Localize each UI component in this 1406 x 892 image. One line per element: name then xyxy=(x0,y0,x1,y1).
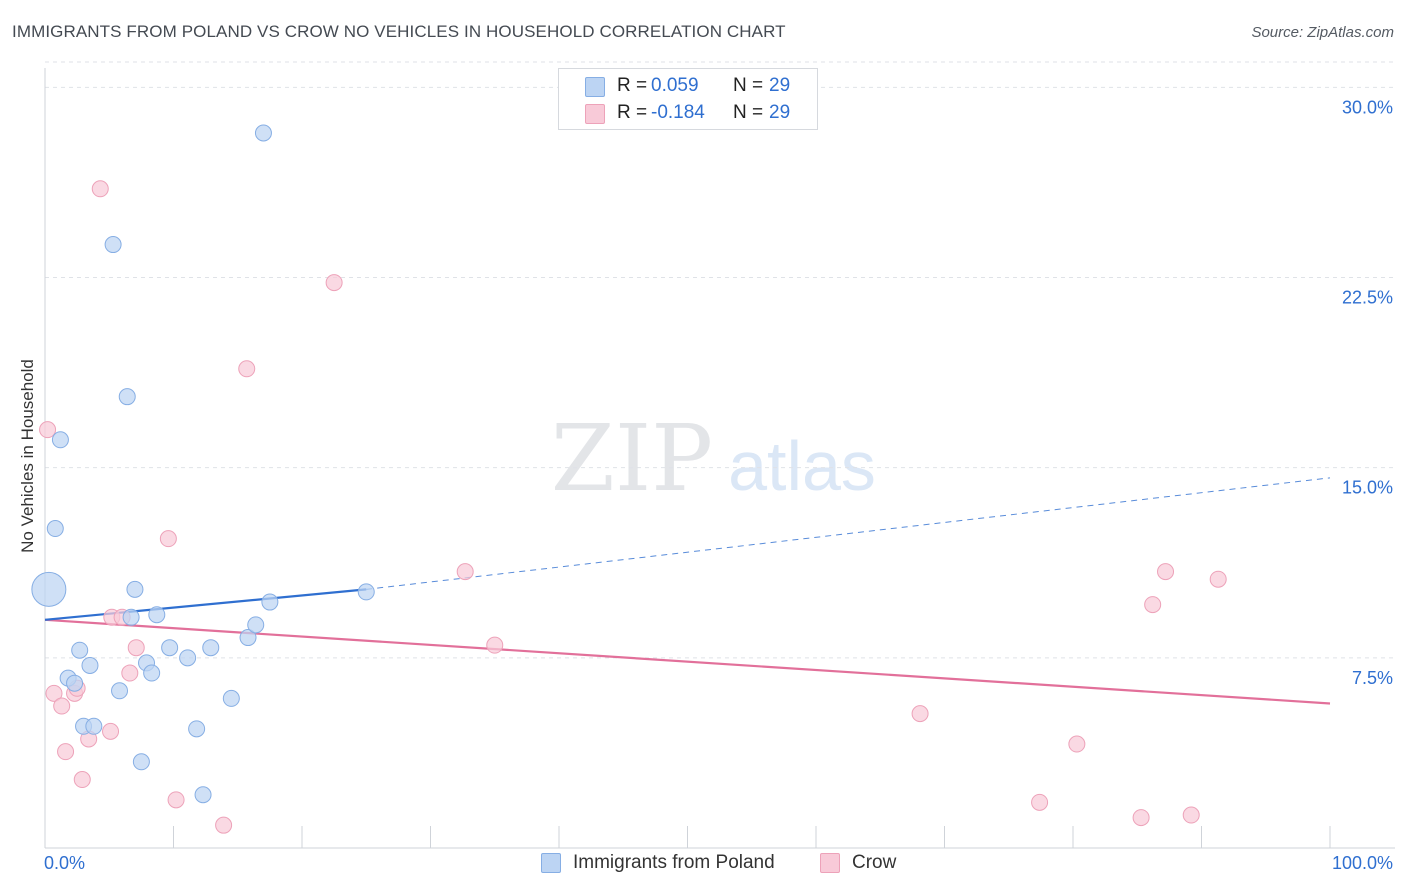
point-series1 xyxy=(179,649,197,667)
point-series1 xyxy=(122,608,140,626)
point-series2 xyxy=(1209,570,1227,588)
trend-lines xyxy=(44,477,1331,705)
point-series2 xyxy=(911,705,929,723)
legend-r-value: 0.059 xyxy=(651,75,699,96)
point-series1 xyxy=(143,664,161,682)
point-series1 xyxy=(254,124,272,142)
point-series2 xyxy=(486,636,504,654)
point-series2 xyxy=(1132,809,1150,827)
point-series2 xyxy=(121,664,139,682)
point-series1 xyxy=(46,520,64,538)
point-series1 xyxy=(71,641,89,659)
point-series1 xyxy=(81,656,99,674)
y-tick-label: 15.0% xyxy=(1342,478,1393,498)
point-series2 xyxy=(57,743,75,761)
point-series1 xyxy=(31,571,67,607)
point-series1 xyxy=(222,689,240,707)
point-series2 xyxy=(1157,563,1175,581)
chart-title: IMMIGRANTS FROM POLAND VS CROW NO VEHICL… xyxy=(12,22,786,41)
axes xyxy=(44,68,1395,849)
point-series1 xyxy=(239,629,257,647)
legend-n-value: 29 xyxy=(769,75,791,96)
point-series1 xyxy=(261,593,279,611)
point-series2 xyxy=(39,421,57,439)
point-series2 xyxy=(91,180,109,198)
point-series1 xyxy=(161,639,179,657)
legend-n-label: N = xyxy=(733,102,764,123)
y-tick-label: 30.0% xyxy=(1342,97,1393,117)
point-series2 xyxy=(73,771,91,789)
x-tick-label: 0.0% xyxy=(44,853,85,873)
point-series1 xyxy=(118,388,136,406)
point-series2 xyxy=(45,684,63,702)
data-points xyxy=(31,124,1227,834)
legend-swatch-blue xyxy=(585,77,605,97)
y-tick-label: 7.5% xyxy=(1352,668,1393,688)
trend-line-series1 xyxy=(44,588,367,621)
point-series2 xyxy=(238,360,256,378)
point-series2 xyxy=(1068,735,1086,753)
point-series2 xyxy=(1144,596,1162,614)
legend-swatch-pink xyxy=(585,104,605,124)
source-label: Source: ZipAtlas.com xyxy=(1251,24,1394,41)
point-series1 xyxy=(51,431,69,449)
legend-n-value: 29 xyxy=(769,102,791,123)
point-series1 xyxy=(148,606,166,624)
legend-box: R = 0.059 N = 29 R = -0.184 N = 29 xyxy=(558,68,818,130)
watermark-atlas: atlas xyxy=(728,427,876,505)
point-series1 xyxy=(104,236,122,254)
point-series2 xyxy=(53,697,71,715)
point-series2 xyxy=(325,274,343,292)
point-series2 xyxy=(1031,793,1049,811)
trend-line-series2 xyxy=(44,618,1331,705)
bottom-legend-swatch-pink xyxy=(820,853,840,873)
point-series1 xyxy=(202,639,220,657)
point-series1 xyxy=(85,717,103,735)
point-series1 xyxy=(111,682,129,700)
legend-r-label: R = xyxy=(617,102,648,123)
trend-line-series1-extension xyxy=(366,477,1331,590)
point-series2 xyxy=(1182,806,1200,824)
point-series2 xyxy=(215,816,233,834)
y-tick-label: 22.5% xyxy=(1342,288,1393,308)
watermark-zip: ZIP xyxy=(551,405,713,512)
watermark: ZIP atlas xyxy=(551,405,876,512)
grid-lines xyxy=(45,61,1395,659)
x-tick-label: 100.0% xyxy=(1332,853,1393,873)
legend-n-label: N = xyxy=(733,75,764,96)
point-series1 xyxy=(194,786,212,804)
tick-labels: 7.5% 15.0% 22.5% 30.0% 0.0% 100.0% xyxy=(44,97,1393,873)
point-series1 xyxy=(188,720,206,738)
bottom-legend-label-series2: Crow xyxy=(852,852,897,873)
point-series2 xyxy=(159,530,177,548)
point-series2 xyxy=(456,563,474,581)
point-series1 xyxy=(126,580,144,598)
point-series1 xyxy=(132,753,150,771)
legend-r-value: -0.184 xyxy=(651,102,705,123)
point-series1 xyxy=(247,616,265,634)
point-series2 xyxy=(102,722,120,740)
point-series1 xyxy=(357,583,375,601)
point-series1 xyxy=(66,674,84,692)
point-series2 xyxy=(167,791,185,809)
bottom-legend-label-series1: Immigrants from Poland xyxy=(573,852,775,873)
legend-r-label: R = xyxy=(617,75,648,96)
point-series2 xyxy=(127,639,145,657)
bottom-legend-swatch-blue xyxy=(541,853,561,873)
